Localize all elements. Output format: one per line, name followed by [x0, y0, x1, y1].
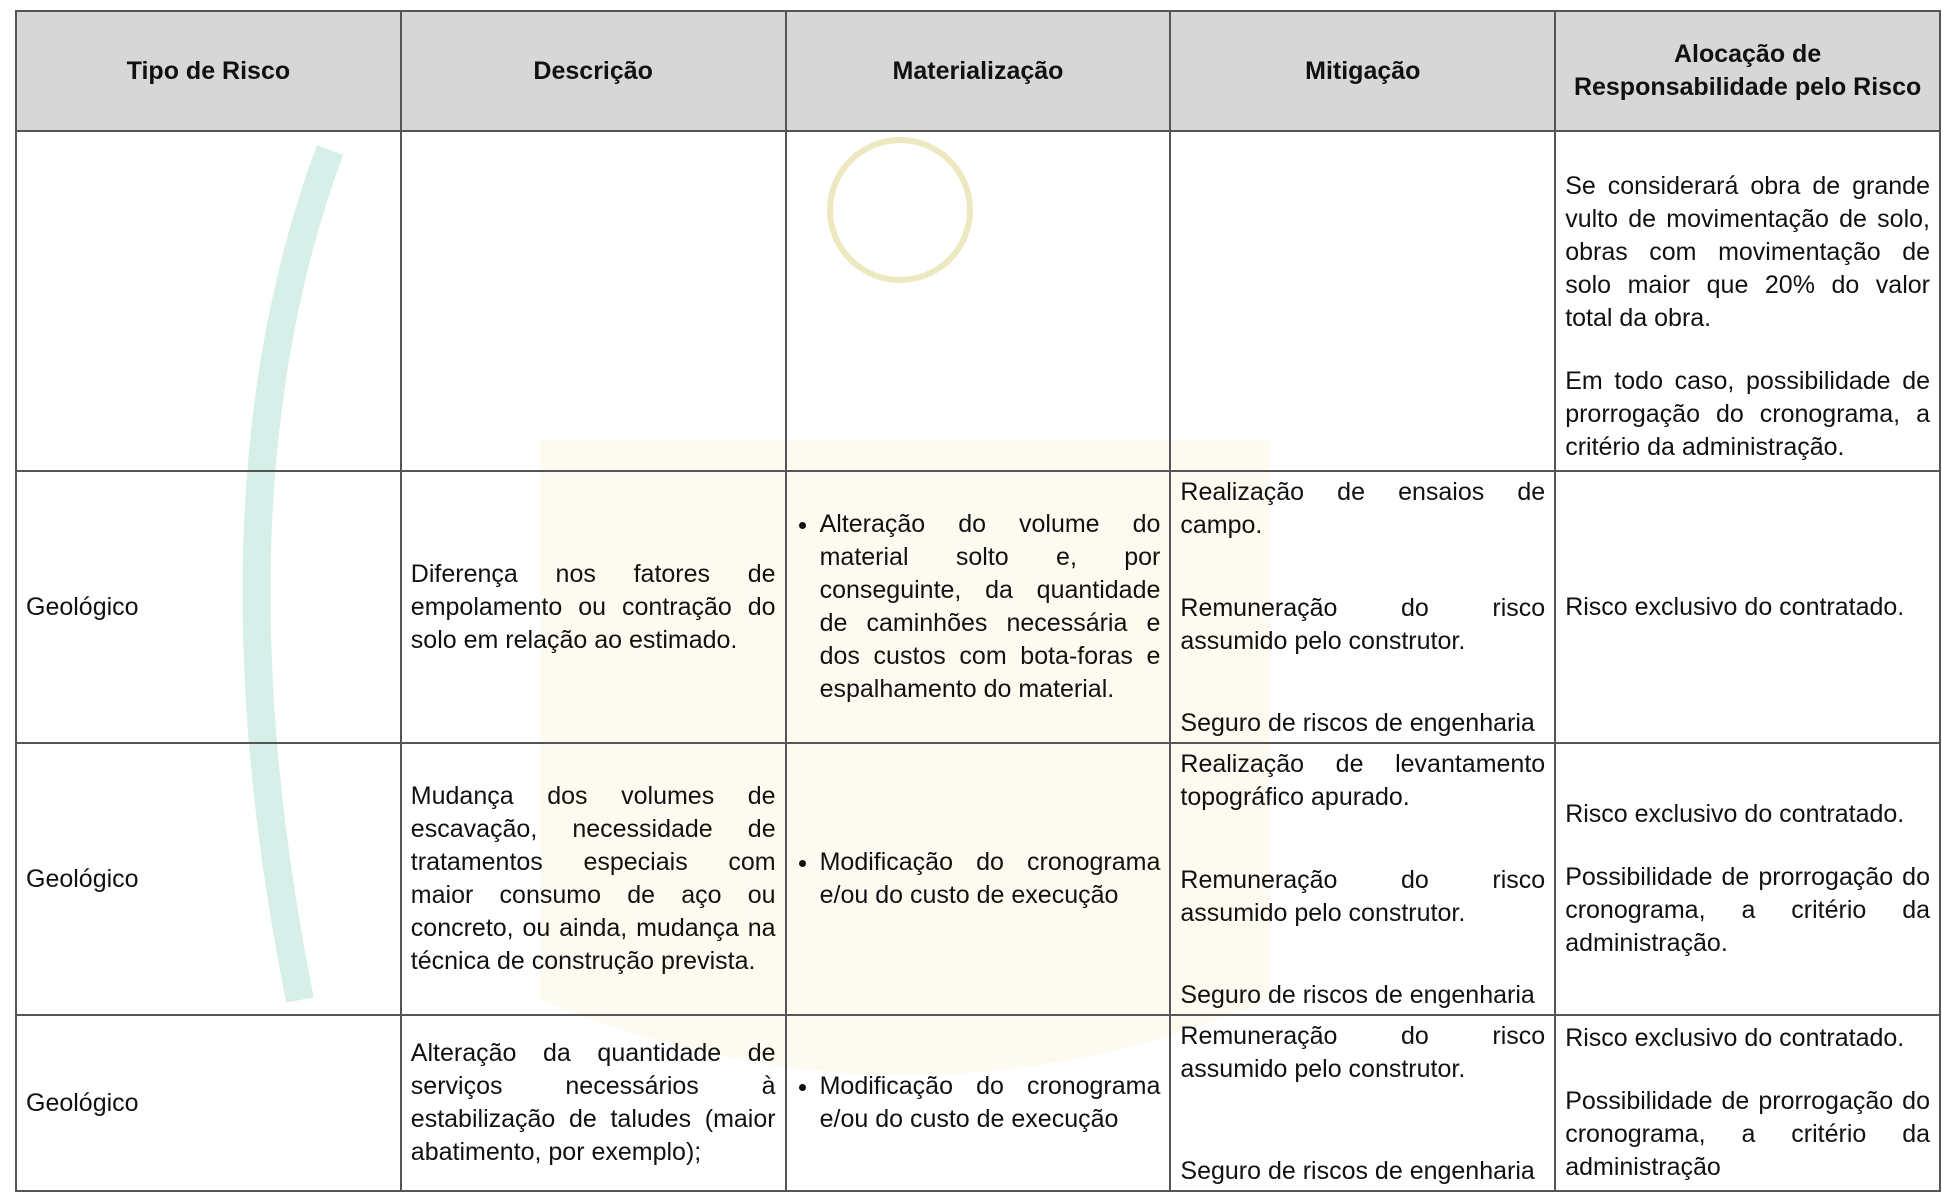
cell-content: Realização de levantamento topográfico a…: [1180, 748, 1545, 1012]
paragraph: Se considerará obra de grande vulto de m…: [1565, 172, 1930, 332]
paragraph: Remuneração do risco assumido pelo const…: [1180, 1022, 1546, 1083]
table-cell: Risco exclusivo do contratado.: [1554, 470, 1941, 744]
table-cell: [1169, 130, 1557, 472]
cell-content: Geológico: [26, 1087, 391, 1120]
table-cell: Alteração da quantidade de serviços nece…: [399, 1014, 787, 1192]
table-cell: [15, 130, 402, 472]
table-row: Geológico Diferença nos fatores de empola…: [15, 470, 1941, 744]
cell-content: Modificação do cronograma e/ou do custo …: [796, 1070, 1161, 1136]
paragraph: Seguro de riscos de engenharia: [1180, 709, 1535, 737]
paragraph: Risco exclusivo do contratado.: [1565, 1024, 1905, 1052]
table-cell: Remuneração do risco assumido pelo const…: [1169, 1014, 1557, 1192]
table-cell: Modificação do cronograma e/ou do custo …: [784, 1014, 1172, 1192]
cell-content: Alteração da quantidade de serviços nece…: [411, 1037, 776, 1169]
table-cell: Realização de ensaios de campo. Remuneraç…: [1169, 470, 1557, 744]
table-cell: Geológico: [15, 742, 402, 1016]
table-cell: Modificação do cronograma e/ou do custo …: [784, 742, 1172, 1016]
paragraph: Geológico: [26, 1088, 139, 1117]
table-cell: Risco exclusivo do contratado. Possibilid…: [1554, 1014, 1941, 1192]
header-cell: Alocação de Responsabilidade pelo Risco: [1554, 10, 1941, 132]
header-cell: Materialização: [784, 10, 1172, 132]
paragraph: Risco exclusivo do contratado.: [1565, 800, 1905, 828]
table-cell: Realização de levantamento topográfico a…: [1169, 742, 1557, 1016]
paragraph: Possibilidade de prorrogação do cronogra…: [1565, 1087, 1930, 1181]
bullet-list: Modificação do cronograma e/ou do custo …: [796, 846, 1161, 912]
cell-content: Geológico: [26, 863, 391, 896]
table-row: Geológico Alteração da quantidade de serv…: [15, 1014, 1941, 1192]
bullet-item: Modificação do cronograma e/ou do custo …: [820, 846, 1161, 912]
cell-content: Diferença nos fatores de empolamento ou …: [411, 558, 776, 657]
paragraph: Seguro de riscos de engenharia: [1180, 981, 1535, 1009]
table-row: Se considerará obra de grande vulto de m…: [15, 130, 1941, 472]
table-row: Geológico Mudança dos volumes de escavaçã…: [15, 742, 1941, 1016]
bullet-item: Alteração do volume do material solto e,…: [820, 508, 1161, 706]
cell-content: Mudança dos volumes de escavação, necess…: [411, 780, 776, 978]
paragraph: Seguro de riscos de engenharia: [1180, 1157, 1535, 1185]
table-body: Se considerará obra de grande vulto de m…: [15, 130, 1941, 1192]
cell-content: Alteração do volume do material solto e,…: [796, 508, 1161, 706]
table-cell: Geológico: [15, 470, 402, 744]
bullet-list: Alteração do volume do material solto e,…: [796, 508, 1161, 706]
paragraph: Mudança dos volumes de escavação, necess…: [410, 782, 776, 975]
header-cell: Tipo de Risco: [15, 10, 402, 132]
bullet-list: Modificação do cronograma e/ou do custo …: [796, 1070, 1161, 1136]
header-cell: Descrição: [399, 10, 787, 132]
paragraph: Remuneração do risco assumido pelo const…: [1180, 865, 1546, 927]
cell-content: Remuneração do risco assumido pelo const…: [1180, 1020, 1545, 1188]
paragraph: Geológico: [26, 864, 139, 893]
paragraph: Possibilidade de prorrogação do cronogra…: [1565, 863, 1930, 957]
table-cell: Geológico: [15, 1014, 402, 1192]
paragraph: Em todo caso, possibilidade de prorrogaç…: [1565, 367, 1930, 461]
bullet-item: Modificação do cronograma e/ou do custo …: [820, 1070, 1161, 1136]
paragraph: Alteração da quantidade de serviços nece…: [410, 1039, 776, 1166]
cell-content: Geológico: [26, 591, 391, 624]
table-cell: Se considerará obra de grande vulto de m…: [1554, 130, 1941, 472]
cell-content: Risco exclusivo do contratado.: [1565, 591, 1930, 624]
paragraph: Remuneração do risco assumido pelo const…: [1180, 593, 1546, 655]
table-cell: Diferença nos fatores de empolamento ou …: [399, 470, 787, 744]
table-cell: [399, 130, 787, 472]
cell-content: Realização de ensaios de campo. Remuneraç…: [1180, 476, 1545, 740]
header-cell: Mitigação: [1169, 10, 1557, 132]
table-cell: Mudança dos volumes de escavação, necess…: [399, 742, 787, 1016]
paragraph: Geológico: [26, 592, 139, 621]
table-cell: Alteração do volume do material solto e,…: [784, 470, 1172, 744]
paragraph: Diferença nos fatores de empolamento ou …: [410, 559, 776, 654]
table-cell: [784, 130, 1172, 472]
paragraph: Realização de levantamento topográfico a…: [1180, 750, 1546, 811]
paragraph: Realização de ensaios de campo.: [1180, 478, 1546, 539]
cell-content: Se considerará obra de grande vulto de m…: [1565, 170, 1930, 464]
cell-content: Risco exclusivo do contratado. Possibilid…: [1565, 798, 1930, 960]
paragraph: Risco exclusivo do contratado.: [1565, 592, 1905, 621]
header-row: Tipo de Risco Descrição Materialização Miti…: [15, 10, 1941, 132]
cell-content: Modificação do cronograma e/ou do custo …: [796, 846, 1161, 912]
cell-content: Risco exclusivo do contratado. Possibilid…: [1565, 1022, 1930, 1184]
table-cell: Risco exclusivo do contratado. Possibilid…: [1554, 742, 1941, 1016]
risk-table: Tipo de Risco Descrição Materialização Miti…: [15, 10, 1941, 1192]
